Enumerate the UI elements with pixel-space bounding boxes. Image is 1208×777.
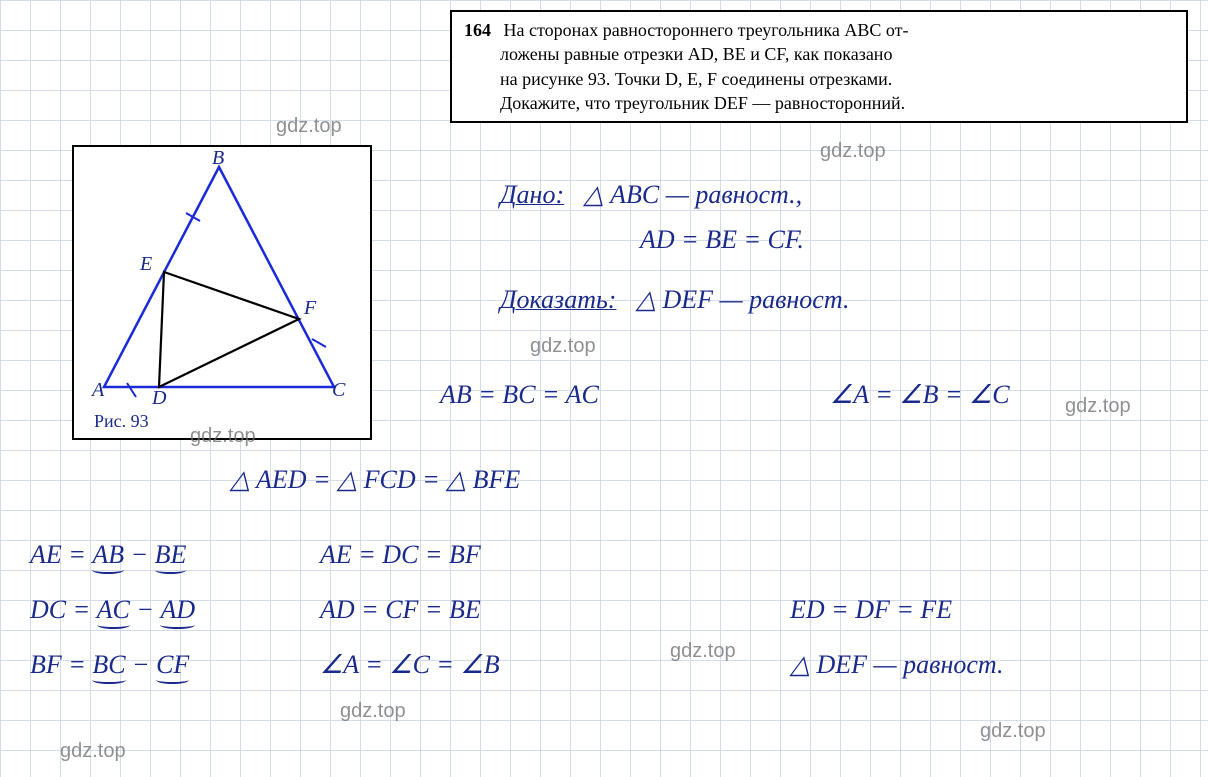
problem-statement-box: 164 На сторонах равностороннего треуголь… bbox=[450, 10, 1188, 123]
figure-label-a: A bbox=[92, 379, 104, 402]
prove-label: Доказать: △ DEF — равност. bbox=[500, 285, 849, 315]
problem-text-3: на рисунке 93. Точки D, E, F соединены о… bbox=[500, 69, 892, 89]
given-label-text: Дано: bbox=[500, 180, 564, 209]
given-line-1: △ ABC — равност., bbox=[584, 180, 803, 209]
problem-text-2: ложены равные отрезки AD, BE и CF, как п… bbox=[500, 44, 892, 64]
ad-cf-be: AD = CF = BE bbox=[320, 595, 481, 625]
figure-box: A B C D E F Рис. 93 bbox=[72, 145, 372, 440]
triangle-diagram-icon bbox=[74, 147, 374, 407]
dc-expression: DC = AC − AD bbox=[30, 595, 195, 625]
ae-dc-bf: AE = DC = BF bbox=[320, 540, 481, 570]
angles-equal: ∠A = ∠B = ∠C bbox=[830, 380, 1010, 410]
prove-line-1: △ DEF — равност. bbox=[636, 285, 849, 314]
sides-equal: AB = BC = AC bbox=[440, 380, 599, 410]
problem-text-1: На сторонах равностороннего треугольника… bbox=[504, 20, 909, 40]
figure-label-c: C bbox=[332, 379, 345, 402]
figure-label-d: D bbox=[152, 387, 166, 410]
figure-caption: Рис. 93 bbox=[94, 411, 149, 432]
bf-expression: BF = BC − CF bbox=[30, 650, 189, 680]
conclusion-sides: ED = DF = FE bbox=[790, 595, 952, 625]
angles-a-c-b: ∠A = ∠C = ∠B bbox=[320, 650, 500, 680]
ae-expression: AE = AB − BE bbox=[30, 540, 186, 570]
given-label: Дано: △ ABC — равност., bbox=[500, 180, 802, 210]
given-line-2: AD = BE = CF. bbox=[640, 225, 804, 255]
figure-label-b: B bbox=[212, 147, 224, 170]
conclusion-def: △ DEF — равност. bbox=[790, 650, 1003, 680]
problem-number: 164 bbox=[464, 20, 491, 40]
prove-label-text: Доказать: bbox=[500, 285, 616, 314]
problem-text-4: Докажите, что треугольник DEF — равносто… bbox=[500, 93, 905, 113]
figure-label-e: E bbox=[140, 253, 152, 276]
figure-label-f: F bbox=[304, 297, 316, 320]
triangles-equal: △ AED = △ FCD = △ BFE bbox=[230, 465, 520, 495]
